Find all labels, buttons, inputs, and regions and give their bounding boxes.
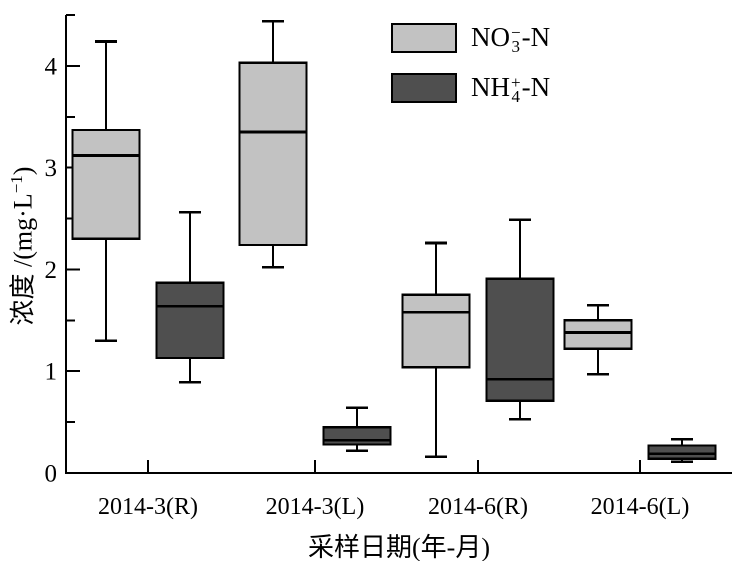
x-axis-title: 采样日期(年-月) [308,533,490,561]
box-no3-1 [238,61,308,247]
legend-label-nh4: NH +4 -N [471,72,551,106]
box-nh4-2 [485,277,555,402]
y-tick-label: 2 [45,257,58,284]
legend-label-no3: NO −3 -N [471,22,551,56]
y-tick-label: 1 [45,359,58,386]
legend: NO −3 -N NH +4 -N [391,22,551,123]
box-nh4-3 [647,444,717,460]
legend-entry-nh4: NH +4 -N [391,72,551,106]
legend-label-no3-suffix: -N [521,22,551,52]
legend-label-nh4-sub: 4 [511,86,521,106]
legend-label-no3-sup: − [511,23,521,43]
y-tick-label: 3 [45,155,58,182]
box-nh4-0 [155,281,225,360]
legend-label-no3-scripts: −3 [511,23,521,56]
legend-label-nh4-main: NH [471,72,510,102]
box-no3-0 [71,128,141,241]
legend-label-nh4-sup: + [511,73,521,93]
y-axis-title: 浓度 /(mg·L−1) [3,167,40,326]
legend-entry-no3: NO −3 -N [391,22,551,56]
box-no3-3 [563,319,633,351]
x-tick-label: 2014-3(L) [266,494,365,520]
y-tick-label: 4 [45,53,58,80]
y-axis-title-text: 浓度 /(mg·L [8,193,38,326]
box-nh4-1 [322,426,392,446]
legend-label-nh4-suffix: -N [521,72,551,102]
legend-label-no3-main: NO [471,22,510,52]
legend-swatch-no3 [391,22,457,53]
legend-label-no3-sub: 3 [511,36,521,56]
legend-swatch-nh4 [391,72,457,103]
y-tick-label: 0 [45,461,58,488]
x-tick-label: 2014-6(R) [428,494,528,520]
y-axis-title-suffix: ) [8,166,38,176]
y-axis-title-superscript: −1 [6,175,26,194]
legend-label-nh4-scripts: +4 [511,73,521,106]
box-no3-2 [401,293,471,369]
x-tick-label: 2014-3(R) [98,494,198,520]
x-tick-label: 2014-6(L) [591,494,690,520]
